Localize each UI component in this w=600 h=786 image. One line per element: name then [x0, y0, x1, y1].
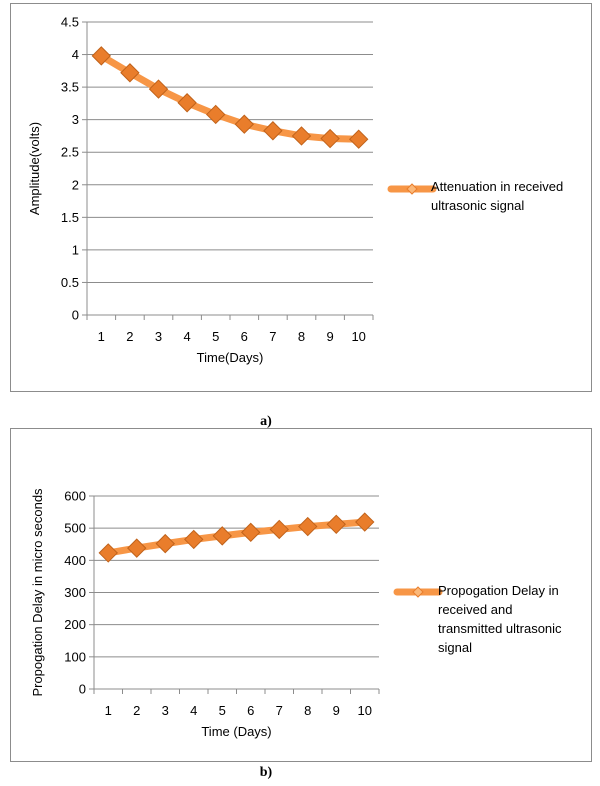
y-tick-label: 3.5	[61, 80, 79, 95]
y-tick-label: 100	[64, 649, 86, 664]
propagation-delay-chart: 0 100 200 300 400 500 600 1 2 3 4 5 6 7 8 9 10 Time (Days…	[10, 428, 592, 762]
x-axis-title: Time (Days)	[201, 724, 271, 739]
legend-label: ultrasonic signal	[431, 198, 524, 213]
data-point-marker	[205, 104, 226, 125]
x-tick-label: 4	[190, 703, 197, 718]
data-point-marker	[269, 519, 289, 540]
x-axis-title: Time(Days)	[197, 350, 264, 365]
x-tick-label: 9	[326, 329, 333, 344]
data-point-marker	[212, 526, 232, 546]
data-point-marker	[241, 522, 261, 543]
x-tick-label: 1	[98, 329, 105, 344]
legend-label: transmitted ultrasonic	[438, 621, 562, 636]
y-tick-label: 300	[64, 585, 86, 600]
attenuation-chart-svg: 0 0.5 1 1.5 2 2.5 3 3.5 4 4.5 1 2 3 4 5 6 7 8 9 10 Time(Days…	[27, 15, 563, 366]
series-line	[104, 518, 369, 557]
y-tick-label: 1.5	[61, 210, 79, 225]
x-tick-label: 9	[333, 703, 340, 718]
y-tick-label: 400	[64, 553, 86, 568]
x-tick-label: 8	[298, 329, 305, 344]
x-tick-label: 5	[212, 329, 219, 344]
y-tick-label: 0	[72, 308, 79, 323]
y-tick-label: 0.5	[61, 275, 79, 290]
data-point-marker	[184, 529, 204, 550]
series-line	[97, 52, 363, 143]
y-axis-title: Amplitude(volts)	[27, 122, 42, 215]
y-tick-label: 0	[79, 682, 86, 697]
data-point-marker	[148, 79, 169, 99]
x-tick-label: 6	[247, 703, 254, 718]
legend-label: Propogation Delay in	[438, 583, 559, 598]
data-point-marker	[291, 126, 312, 146]
x-tick-label: 5	[219, 703, 226, 718]
legend-marker	[406, 183, 418, 195]
y-tick-label: 600	[64, 489, 86, 504]
y-axis-title: Propogation Delay in micro seconds	[30, 488, 45, 697]
data-point-marker	[98, 543, 118, 563]
data-point-marker	[298, 516, 318, 537]
data-point-marker	[155, 533, 175, 554]
data-point-marker	[91, 46, 112, 66]
figure-caption-a: a)	[260, 414, 272, 429]
y-tick-label: 200	[64, 617, 86, 632]
data-point-marker	[120, 63, 140, 83]
attenuation-chart: 0 0.5 1 1.5 2 2.5 3 3.5 4 4.5 1 2 3 4 5 6 7 8 9 10 Time(Days…	[10, 3, 592, 392]
x-tick-label: 4	[183, 329, 190, 344]
legend-label: Attenuation in received	[431, 179, 563, 194]
x-tick-label: 7	[276, 703, 283, 718]
legend-label: signal	[438, 640, 472, 655]
data-point-marker	[355, 512, 375, 532]
data-point-marker	[326, 514, 346, 535]
x-tick-label: 10	[351, 329, 365, 344]
data-point-marker	[320, 128, 340, 149]
y-tick-label: 500	[64, 521, 86, 536]
data-point-marker	[263, 121, 283, 141]
data-point-marker	[127, 538, 147, 558]
data-point-marker	[177, 93, 197, 113]
data-point-marker	[348, 129, 369, 149]
data-point-marker	[234, 114, 255, 134]
x-tick-label: 3	[162, 703, 169, 718]
propagation-delay-chart-svg: 0 100 200 300 400 500 600 1 2 3 4 5 6 7 8 9 10 Time (Days…	[30, 488, 562, 739]
x-tick-label: 6	[241, 329, 248, 344]
figure-caption-b: b)	[259, 765, 273, 780]
y-tick-label: 4	[72, 47, 79, 62]
x-tick-label: 2	[126, 329, 133, 344]
x-tick-label: 10	[358, 703, 372, 718]
x-tick-label: 1	[105, 703, 112, 718]
y-tick-label: 4.5	[61, 15, 79, 30]
legend-label: received and	[438, 602, 512, 617]
legend-marker	[412, 586, 424, 598]
y-tick-label: 3	[72, 112, 79, 127]
y-tick-label: 1	[72, 242, 79, 257]
y-tick-label: 2	[72, 177, 79, 192]
y-tick-label: 2.5	[61, 145, 79, 160]
x-tick-label: 2	[133, 703, 140, 718]
x-tick-label: 7	[269, 329, 276, 344]
x-tick-label: 8	[304, 703, 311, 718]
x-tick-label: 3	[155, 329, 162, 344]
